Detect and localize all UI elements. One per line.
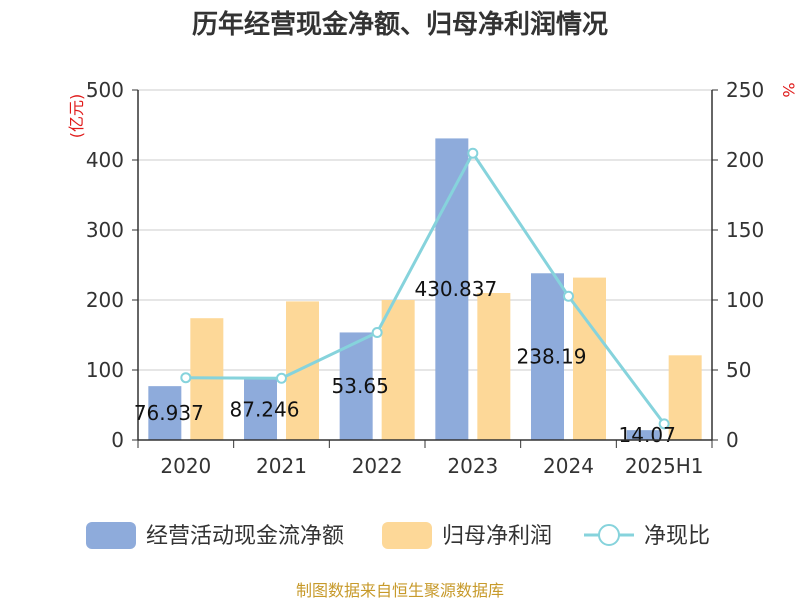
x-tick-label: 2020: [160, 454, 211, 478]
data-label: 53.65: [332, 374, 389, 398]
data-label: 238.19: [517, 345, 587, 369]
y-left-tick-label: 100: [86, 358, 124, 382]
bar-operating-cashflow: [244, 378, 277, 440]
y-right-tick-label: 200: [726, 148, 764, 172]
bar-operating-cashflow: [435, 138, 469, 440]
y-left-axis: 0 100 200 300 400 500: [86, 78, 139, 452]
ratio-point: [563, 290, 574, 302]
y-left-unit: (亿元): [67, 94, 86, 139]
legend-swatch: [382, 522, 432, 549]
bar-net-profit: [573, 277, 606, 440]
legend-label: 归母净利润: [442, 524, 552, 549]
legend-marker: [598, 524, 620, 546]
bar-net-profit: [381, 300, 415, 440]
bar-net-profit: [477, 293, 511, 440]
y-right-axis: 0 50 100 150 200 250: [711, 78, 764, 452]
bar-series: [148, 138, 702, 440]
chart-title: 历年经营现金净额、归母净利润情况: [192, 9, 608, 40]
y-left-tick-label: 500: [86, 78, 124, 102]
legend: 经营活动现金流净额 归母净利润 净现比: [86, 522, 710, 549]
y-left-tick-label: 400: [86, 148, 124, 172]
data-label: 14.07: [619, 423, 676, 447]
ratio-point: [467, 147, 479, 159]
data-label: 87.246: [230, 397, 300, 421]
y-right-tick-label: 250: [726, 78, 764, 102]
y-right-tick-label: 50: [726, 358, 751, 382]
bar-operating-cashflow: [531, 273, 564, 440]
data-labels: 76.937 87.246 53.65 430.837 238.19 14.07: [134, 277, 676, 447]
legend-swatch: [86, 522, 136, 549]
y-left-tick-label: 0: [111, 428, 124, 452]
ratio-point: [658, 418, 670, 430]
line-series: [180, 147, 670, 430]
bar-operating-cashflow: [148, 386, 182, 440]
x-tick-label: 2023: [447, 454, 498, 478]
grid-lines: [138, 89, 712, 371]
bar-net-profit: [668, 355, 702, 440]
legend-label: 净现比: [644, 524, 710, 549]
bar-operating-cashflow: [339, 332, 373, 440]
x-axis: 2020 2021 2022 2023 2024 2025H1: [137, 439, 713, 478]
bar-operating-cashflow: [626, 430, 660, 440]
data-label: 430.837: [414, 277, 497, 301]
ratio-point: [180, 372, 192, 384]
source-note: 制图数据来自恒生聚源数据库: [296, 581, 504, 600]
data-label: 76.937: [134, 401, 204, 425]
y-right-tick-label: 100: [726, 288, 764, 312]
ratio-line: [185, 150, 666, 425]
x-tick-label: 2025H1: [625, 454, 704, 478]
y-right-tick-label: 150: [726, 218, 764, 242]
ratio-point: [371, 326, 383, 338]
x-tick-label: 2024: [543, 454, 594, 478]
bar-net-profit: [286, 301, 319, 440]
y-right-unit: %: [779, 82, 798, 97]
y-right-tick-label: 0: [726, 428, 739, 452]
y-left-tick-label: 200: [86, 288, 124, 312]
ratio-point: [276, 372, 287, 384]
y-left-tick-label: 300: [86, 218, 124, 242]
x-tick-label: 2022: [352, 454, 403, 478]
legend-label: 经营活动现金流净额: [146, 524, 344, 549]
x-tick-label: 2021: [256, 454, 307, 478]
